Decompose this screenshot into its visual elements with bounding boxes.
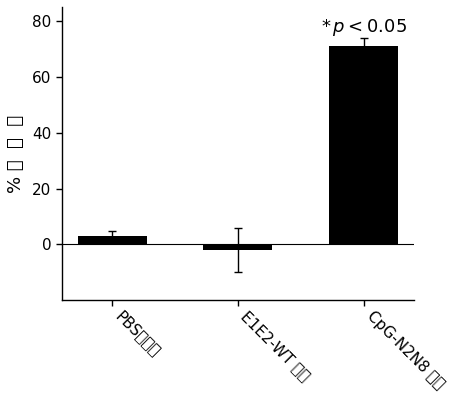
- Bar: [78, 236, 147, 245]
- Bar: [329, 46, 398, 245]
- Text: $* \/ p < 0.05$: $* \/ p < 0.05$: [321, 17, 407, 38]
- Bar: [203, 245, 272, 250]
- Y-axis label: % 抑  制  率: % 抑 制 率: [7, 115, 25, 193]
